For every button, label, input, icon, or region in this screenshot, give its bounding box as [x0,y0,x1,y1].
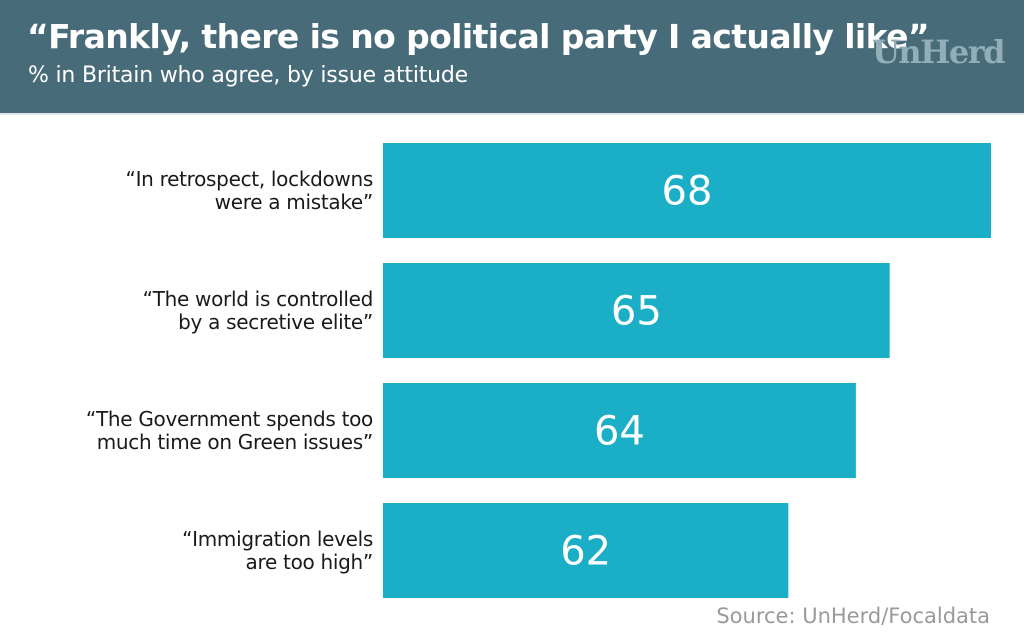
bar-value-label: 64 [594,409,645,455]
category-label: “Immigration levels are too high” [182,527,373,574]
source-note: Source: UnHerd/Focaldata [716,604,990,628]
category-label: “In retrospect, lockdowns were a mistake” [126,167,373,214]
category-label-line: are too high” [246,550,373,574]
category-label-line: “Immigration levels [182,527,373,551]
bar-value-label: 62 [560,529,611,575]
category-label-line: “The Government spends too [86,407,373,431]
bar-1 [383,263,890,358]
category-label: “The Government spends too much time on G… [86,407,373,454]
chart-title: “Frankly, there is no political party I … [27,17,930,56]
category-label-line: much time on Green issues” [97,430,373,454]
category-label-line: “In retrospect, lockdowns [126,167,373,191]
header-band: “Frankly, there is no political party I … [0,0,1024,113]
header-divider [0,113,1024,115]
category-label: “The world is controlled by a secretive e… [143,287,373,334]
bar-2 [383,383,856,478]
bar-value-label: 65 [611,289,662,335]
category-label-line: “The world is controlled [143,287,373,311]
bar-0 [383,143,991,238]
bar-value-label: 68 [662,169,713,215]
category-label-line: by a secretive elite” [178,310,373,334]
chart-subtitle: % in Britain who agree, by issue attitud… [28,63,469,88]
category-label-line: were a mistake” [215,190,373,214]
bar-3 [383,503,789,598]
unherd-logo: UnHerd [872,33,1006,71]
